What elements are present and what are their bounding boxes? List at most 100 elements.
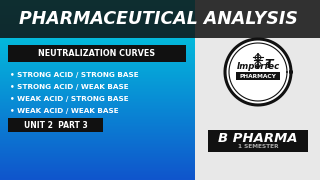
Bar [0,96,195,97]
Bar [0,104,195,105]
Bar [0,72,195,73]
Bar [0,90,195,91]
Bar [0,83,195,84]
Bar [0,82,195,83]
Bar [0,140,195,141]
Bar [0,49,195,50]
Bar [0,178,195,179]
Bar [0,115,195,116]
Bar [0,74,195,75]
Bar [0,149,195,150]
Bar [0,25,195,26]
Bar [0,128,195,129]
Bar [0,73,195,74]
Bar [0,168,195,169]
Bar [0,99,195,100]
Bar [0,9,195,10]
Bar [0,61,195,62]
Bar [0,84,195,85]
Bar [0,105,195,106]
Bar [208,130,308,152]
Bar [0,51,195,52]
Bar [0,36,195,37]
Bar [0,100,195,101]
Text: • WEAK ACID / WEAK BASE: • WEAK ACID / WEAK BASE [10,108,119,114]
Bar [0,150,195,151]
Bar [0,164,195,165]
Bar [0,7,195,8]
Bar [0,41,195,42]
Bar [0,123,195,124]
Bar [0,85,195,86]
Bar [0,21,195,22]
Bar [0,154,195,155]
Bar [0,119,195,120]
Bar [0,40,195,41]
Bar [0,121,195,122]
Bar [0,172,195,173]
Bar [0,81,195,82]
Bar [0,93,195,94]
Bar [0,35,195,36]
Bar [0,167,195,168]
Bar [0,43,195,44]
Bar [0,160,195,161]
Bar [0,64,195,65]
Bar [0,18,195,19]
Bar [0,29,195,30]
Bar [0,155,195,156]
Bar [0,50,195,51]
Bar [0,13,195,14]
Bar [0,158,195,159]
Bar [0,159,195,160]
Bar [0,136,195,137]
Bar [0,141,195,142]
Bar [0,139,195,140]
Text: B PHARMA: B PHARMA [218,132,298,145]
Bar [0,102,195,103]
Bar [0,130,195,131]
Bar [0,38,195,39]
Bar [0,11,195,12]
Bar [0,103,195,104]
Bar [0,122,195,123]
Bar [0,20,195,21]
Bar [0,53,195,54]
Bar [0,151,195,152]
Bar [0,163,195,164]
Bar [0,48,195,49]
Text: NEUTRALIZATION CURVES: NEUTRALIZATION CURVES [38,49,156,58]
Bar [0,15,195,16]
Text: PHARMACEUTICAL ANALYSIS: PHARMACEUTICAL ANALYSIS [19,10,297,28]
Bar [0,156,195,157]
Bar [0,142,195,143]
Bar [0,176,195,177]
Bar [0,14,195,15]
Bar [0,16,195,17]
Bar [0,162,195,163]
Bar [0,132,195,133]
Bar [0,120,195,121]
Bar [0,17,195,18]
Text: UNIT 2  PART 3: UNIT 2 PART 3 [24,120,87,129]
Bar [0,56,195,57]
Bar [0,80,195,81]
Bar [0,45,195,46]
Bar [0,75,195,76]
Bar [0,27,195,28]
Bar [0,76,195,77]
Bar [0,134,195,135]
Bar [0,114,195,115]
Text: T: T [265,58,273,71]
Bar [0,165,195,166]
Bar [0,145,195,146]
Bar [0,174,195,175]
Bar [0,63,195,64]
Bar [0,88,195,89]
Bar [0,91,195,92]
Bar [0,0,320,38]
Bar [0,171,195,172]
Bar [0,59,195,60]
Bar [0,37,195,38]
Bar [0,179,195,180]
